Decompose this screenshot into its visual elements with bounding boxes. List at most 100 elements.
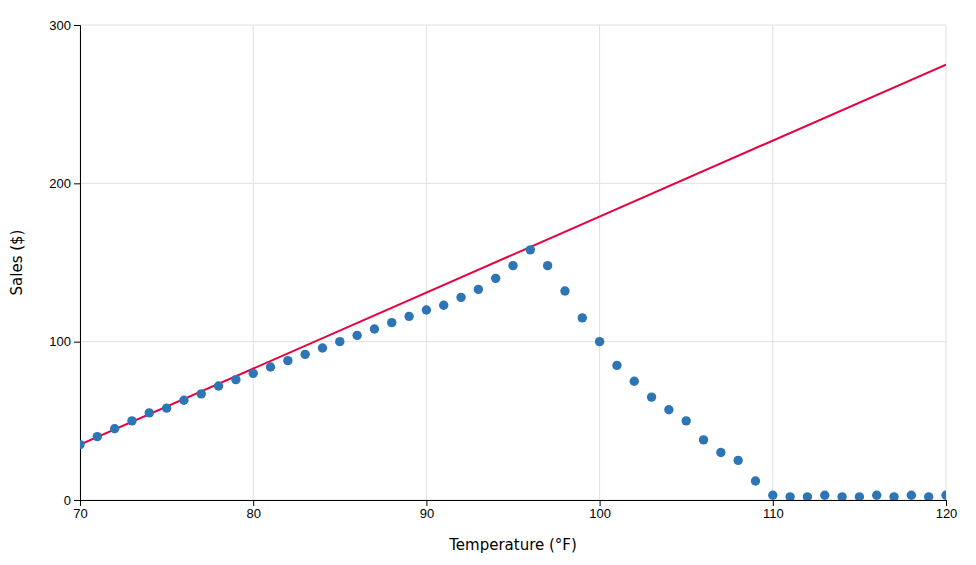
axis-line bbox=[74, 26, 81, 501]
point bbox=[855, 492, 864, 500]
point bbox=[941, 491, 946, 500]
point bbox=[543, 261, 552, 270]
tick: 100 bbox=[49, 334, 80, 349]
grid bbox=[80, 25, 946, 500]
point bbox=[803, 492, 812, 500]
grid-line-x bbox=[599, 25, 600, 500]
chart: 70 80 90 100 110 120 0 100 200 300 Temperature (°F… bbox=[0, 0, 976, 565]
point bbox=[768, 491, 777, 500]
tick: 80 bbox=[246, 500, 260, 521]
point bbox=[249, 369, 258, 378]
line bbox=[80, 65, 946, 445]
y-axis-title: Sales ($) bbox=[8, 230, 26, 296]
point bbox=[647, 392, 656, 401]
point bbox=[837, 492, 846, 500]
point bbox=[456, 293, 465, 302]
point bbox=[907, 491, 916, 500]
plot: 70 80 90 100 110 120 0 100 200 300 bbox=[49, 18, 957, 522]
tick-label: 100 bbox=[589, 506, 611, 521]
point bbox=[872, 491, 881, 500]
tick-mark bbox=[946, 500, 947, 506]
point bbox=[422, 305, 431, 314]
point bbox=[110, 424, 119, 433]
point bbox=[508, 261, 517, 270]
tick-label: 100 bbox=[49, 334, 71, 349]
point bbox=[318, 343, 327, 352]
point bbox=[630, 377, 639, 386]
tick: 110 bbox=[763, 500, 784, 521]
point bbox=[526, 245, 535, 254]
point bbox=[145, 408, 154, 417]
tick: 120 bbox=[936, 500, 958, 521]
point bbox=[716, 448, 725, 457]
tick: 200 bbox=[49, 176, 80, 191]
tick-mark bbox=[74, 342, 80, 343]
point bbox=[439, 301, 448, 310]
point bbox=[595, 337, 604, 346]
tick-mark bbox=[74, 500, 80, 501]
point bbox=[404, 312, 413, 321]
tick-mark bbox=[74, 25, 80, 26]
tick-mark bbox=[773, 500, 774, 506]
tick-mark bbox=[74, 183, 80, 184]
point bbox=[560, 286, 569, 295]
point bbox=[820, 491, 829, 500]
tick-mark bbox=[426, 500, 427, 506]
point bbox=[214, 381, 223, 390]
grid-line-y bbox=[80, 25, 946, 26]
grid-line-x bbox=[946, 25, 947, 500]
tick-label: 120 bbox=[936, 506, 958, 521]
point bbox=[733, 456, 742, 465]
point bbox=[370, 324, 379, 333]
point bbox=[300, 350, 309, 359]
axis-line bbox=[81, 501, 947, 507]
point bbox=[179, 396, 188, 405]
tick-label: 70 bbox=[73, 506, 87, 521]
point bbox=[283, 356, 292, 365]
point bbox=[785, 492, 794, 500]
grid-line-y bbox=[80, 183, 946, 184]
point bbox=[924, 492, 933, 500]
grid-line-x bbox=[253, 25, 254, 500]
tick: 70 bbox=[73, 500, 87, 521]
point bbox=[352, 331, 361, 340]
tick: 300 bbox=[49, 18, 80, 33]
x-axis: 70 80 90 100 110 120 bbox=[73, 500, 957, 521]
x-axis-title: Temperature (°F) bbox=[448, 536, 577, 554]
tick: 100 bbox=[589, 500, 611, 521]
point bbox=[474, 285, 483, 294]
point bbox=[387, 318, 396, 327]
tick-label: 110 bbox=[763, 506, 784, 521]
y-axis: 0 100 200 300 bbox=[49, 18, 80, 508]
points bbox=[80, 245, 946, 500]
point bbox=[80, 440, 85, 449]
marks bbox=[80, 65, 946, 500]
point bbox=[664, 405, 673, 414]
tick-mark bbox=[600, 500, 601, 506]
point bbox=[699, 435, 708, 444]
tick-mark bbox=[253, 500, 254, 506]
tick-label: 300 bbox=[49, 18, 71, 33]
point bbox=[889, 492, 898, 500]
point bbox=[578, 313, 587, 322]
tick-label: 80 bbox=[246, 506, 260, 521]
point bbox=[491, 274, 500, 283]
tick: 90 bbox=[420, 500, 434, 521]
point bbox=[231, 375, 240, 384]
grid-line-x bbox=[772, 25, 773, 500]
point bbox=[162, 403, 171, 412]
point bbox=[197, 389, 206, 398]
tick-label: 90 bbox=[420, 506, 434, 521]
grid-line-x bbox=[426, 25, 427, 500]
point bbox=[682, 416, 691, 425]
tick-label: 200 bbox=[49, 176, 71, 191]
point bbox=[127, 416, 136, 425]
point bbox=[335, 337, 344, 346]
tick-label: 0 bbox=[64, 493, 71, 508]
tick: 0 bbox=[64, 493, 80, 508]
grid-line-y bbox=[80, 341, 946, 342]
point bbox=[93, 432, 102, 441]
point bbox=[266, 362, 275, 371]
point bbox=[612, 361, 621, 370]
point bbox=[751, 476, 760, 485]
